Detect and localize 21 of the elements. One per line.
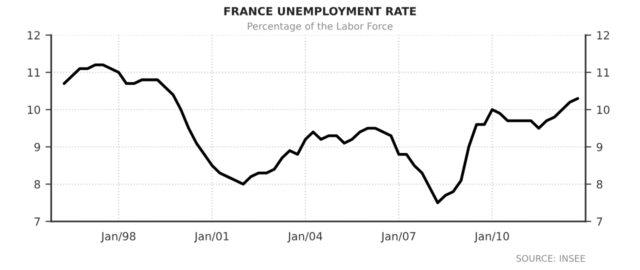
- y-tick-label: 9: [34, 142, 40, 152]
- y-tick-label: 7: [34, 218, 40, 226]
- x-tick-label: Jan/01: [194, 232, 229, 242]
- x-tick-label: Jan/04: [287, 232, 322, 242]
- y-tick-label: 11: [28, 68, 40, 77]
- y2-tick-label: 10: [597, 106, 610, 114]
- y-tick-label: 12: [28, 31, 40, 40]
- y-tick-label: 10: [28, 106, 40, 114]
- line-series: [62, 64, 580, 204]
- chart-title: FRANCE UNEMPLOYMENT RATE: [224, 6, 416, 16]
- chart-subtitle: Percentage of the Labor Force: [248, 22, 393, 32]
- y2-tick-label: 11: [597, 68, 610, 77]
- y2-tick-label: 12: [597, 31, 610, 40]
- x-tick-label: Jan/07: [380, 232, 416, 242]
- y2-tick-label: 8: [596, 180, 602, 189]
- y2-tick-label: 9: [596, 142, 602, 152]
- y2-tick-label: 7: [596, 218, 602, 226]
- x-tick-label: Jan/98: [100, 232, 136, 242]
- y-tick-label: 8: [34, 180, 40, 189]
- source-note: SOURCE: INSEE: [516, 254, 586, 262]
- x-tick-label: Jan/10: [474, 232, 509, 242]
